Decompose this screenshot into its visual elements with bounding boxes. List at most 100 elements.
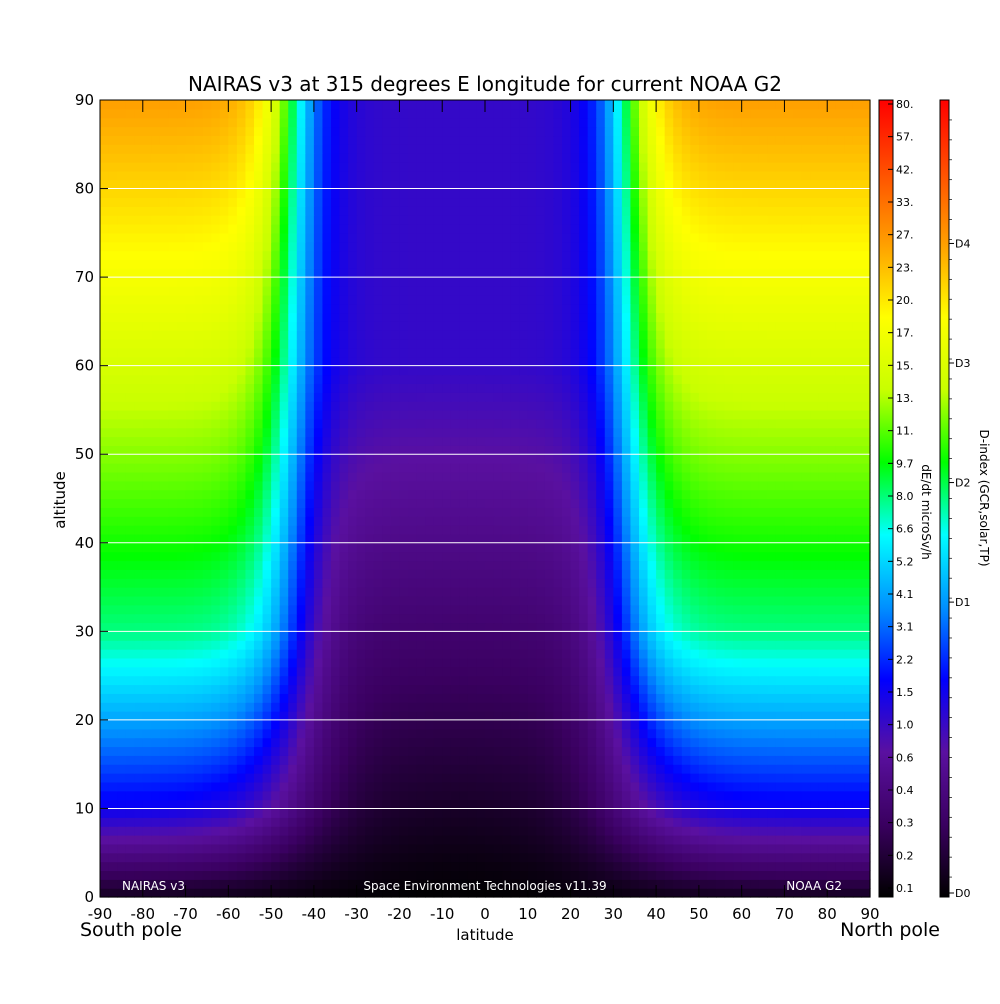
heatmap-cell: [288, 728, 298, 739]
heatmap-cell: [827, 418, 837, 429]
heatmap-cell: [716, 666, 726, 677]
heatmap-cell: [476, 604, 486, 615]
heatmap-cell: [801, 781, 811, 792]
heatmap-cell: [236, 569, 247, 579]
heatmap-cell: [348, 551, 358, 562]
heatmap-cell: [562, 454, 572, 464]
heatmap-cell: [681, 719, 691, 730]
heatmap-cell: [621, 852, 632, 863]
heatmap-cell: [656, 879, 666, 889]
heatmap-cell: [356, 649, 366, 659]
heatmap-cell: [630, 525, 640, 535]
heatmap-cell: [579, 790, 589, 801]
heatmap-cell: [254, 480, 264, 491]
heatmap-cell: [279, 755, 289, 765]
heatmap-cell: [211, 764, 221, 774]
heatmap-cell: [305, 843, 315, 854]
heatmap-cell: [861, 657, 871, 668]
heatmap-cell: [510, 888, 520, 898]
heatmap-cell: [236, 773, 247, 783]
heatmap-cell: [288, 507, 298, 517]
heatmap-cell: [793, 560, 803, 570]
heatmap-cell: [852, 525, 863, 535]
heatmap-cell: [348, 693, 358, 703]
heatmap-cell: [570, 737, 580, 748]
heatmap-cell: [493, 728, 503, 739]
heatmap-cell: [194, 826, 204, 836]
heatmap-cell: [279, 808, 289, 818]
heatmap-cell: [852, 427, 863, 438]
heatmap-cell: [562, 870, 572, 880]
heatmap-cell: [236, 781, 247, 792]
heatmap-cell: [408, 498, 418, 508]
heatmap-cell: [835, 755, 845, 765]
heatmap-cell: [142, 516, 152, 526]
heatmap-cell: [322, 888, 332, 898]
heatmap-cell: [562, 613, 572, 624]
heatmap-cell: [339, 560, 349, 570]
heatmap-cell: [587, 595, 597, 606]
heatmap-cell: [544, 640, 555, 650]
heatmap-cell: [587, 675, 597, 686]
heatmap-cell: [793, 622, 803, 632]
heatmap-cell: [194, 728, 204, 739]
heatmap-cell: [262, 870, 272, 880]
heatmap-cell: [536, 746, 546, 756]
heatmap-cell: [681, 657, 691, 668]
heatmap-cell: [211, 436, 221, 446]
heatmap-cell: [835, 879, 845, 889]
heatmap-cell: [399, 843, 409, 854]
heatmap-cell: [365, 622, 375, 632]
heatmap-cell: [442, 888, 452, 898]
heatmap-cell: [151, 737, 161, 748]
heatmap-cell: [348, 578, 358, 588]
heatmap-cell: [151, 533, 161, 544]
heatmap-cell: [373, 480, 383, 491]
heatmap-cell: [510, 843, 520, 854]
heatmap-cell: [467, 507, 478, 517]
heatmap-cell: [510, 569, 520, 579]
heatmap-cell: [100, 879, 110, 889]
heatmap-cell: [331, 480, 341, 491]
heatmap-cell: [365, 480, 375, 491]
heatmap-cell: [159, 516, 170, 526]
heatmap-cell: [202, 649, 212, 659]
heatmap-cell: [562, 888, 572, 898]
heatmap-cell: [151, 817, 161, 827]
heatmap-cell: [793, 427, 803, 438]
heatmap-cell: [168, 578, 178, 588]
heatmap-cell: [108, 436, 118, 446]
heatmap-cell: [142, 569, 152, 579]
heatmap-cell: [236, 507, 247, 517]
heatmap-cell: [844, 595, 854, 606]
heatmap-cell: [373, 613, 383, 624]
heatmap-cell: [236, 418, 247, 429]
heatmap-cell: [408, 480, 418, 491]
heatmap-cell: [134, 657, 144, 668]
heatmap-cell: [570, 835, 580, 845]
heatmap-cell: [168, 409, 178, 420]
heatmap-cell: [861, 471, 871, 482]
heatmap-cell: [305, 578, 315, 588]
heatmap-cell: [185, 595, 195, 606]
heatmap-cell: [433, 746, 443, 756]
heatmap-cell: [142, 622, 152, 632]
heatmap-cell: [348, 454, 358, 464]
heatmap-cell: [810, 569, 820, 579]
heatmap-cell: [775, 445, 786, 455]
heatmap-cell: [356, 622, 366, 632]
heatmap-cell: [707, 516, 717, 526]
heatmap-cell: [681, 711, 691, 721]
heatmap-cell: [467, 870, 478, 880]
heatmap-cell: [852, 471, 863, 482]
heatmap-cell: [236, 702, 247, 712]
heatmap-cell: [262, 835, 272, 845]
heatmap-cell: [604, 861, 614, 872]
heatmap-cell: [202, 516, 212, 526]
heatmap-cell: [579, 454, 589, 464]
heatmap-cell: [365, 888, 375, 898]
heatmap-cell: [562, 764, 572, 774]
heatmap-cell: [108, 684, 118, 694]
heatmap-cell: [390, 427, 401, 438]
heatmap-cell: [194, 879, 204, 889]
